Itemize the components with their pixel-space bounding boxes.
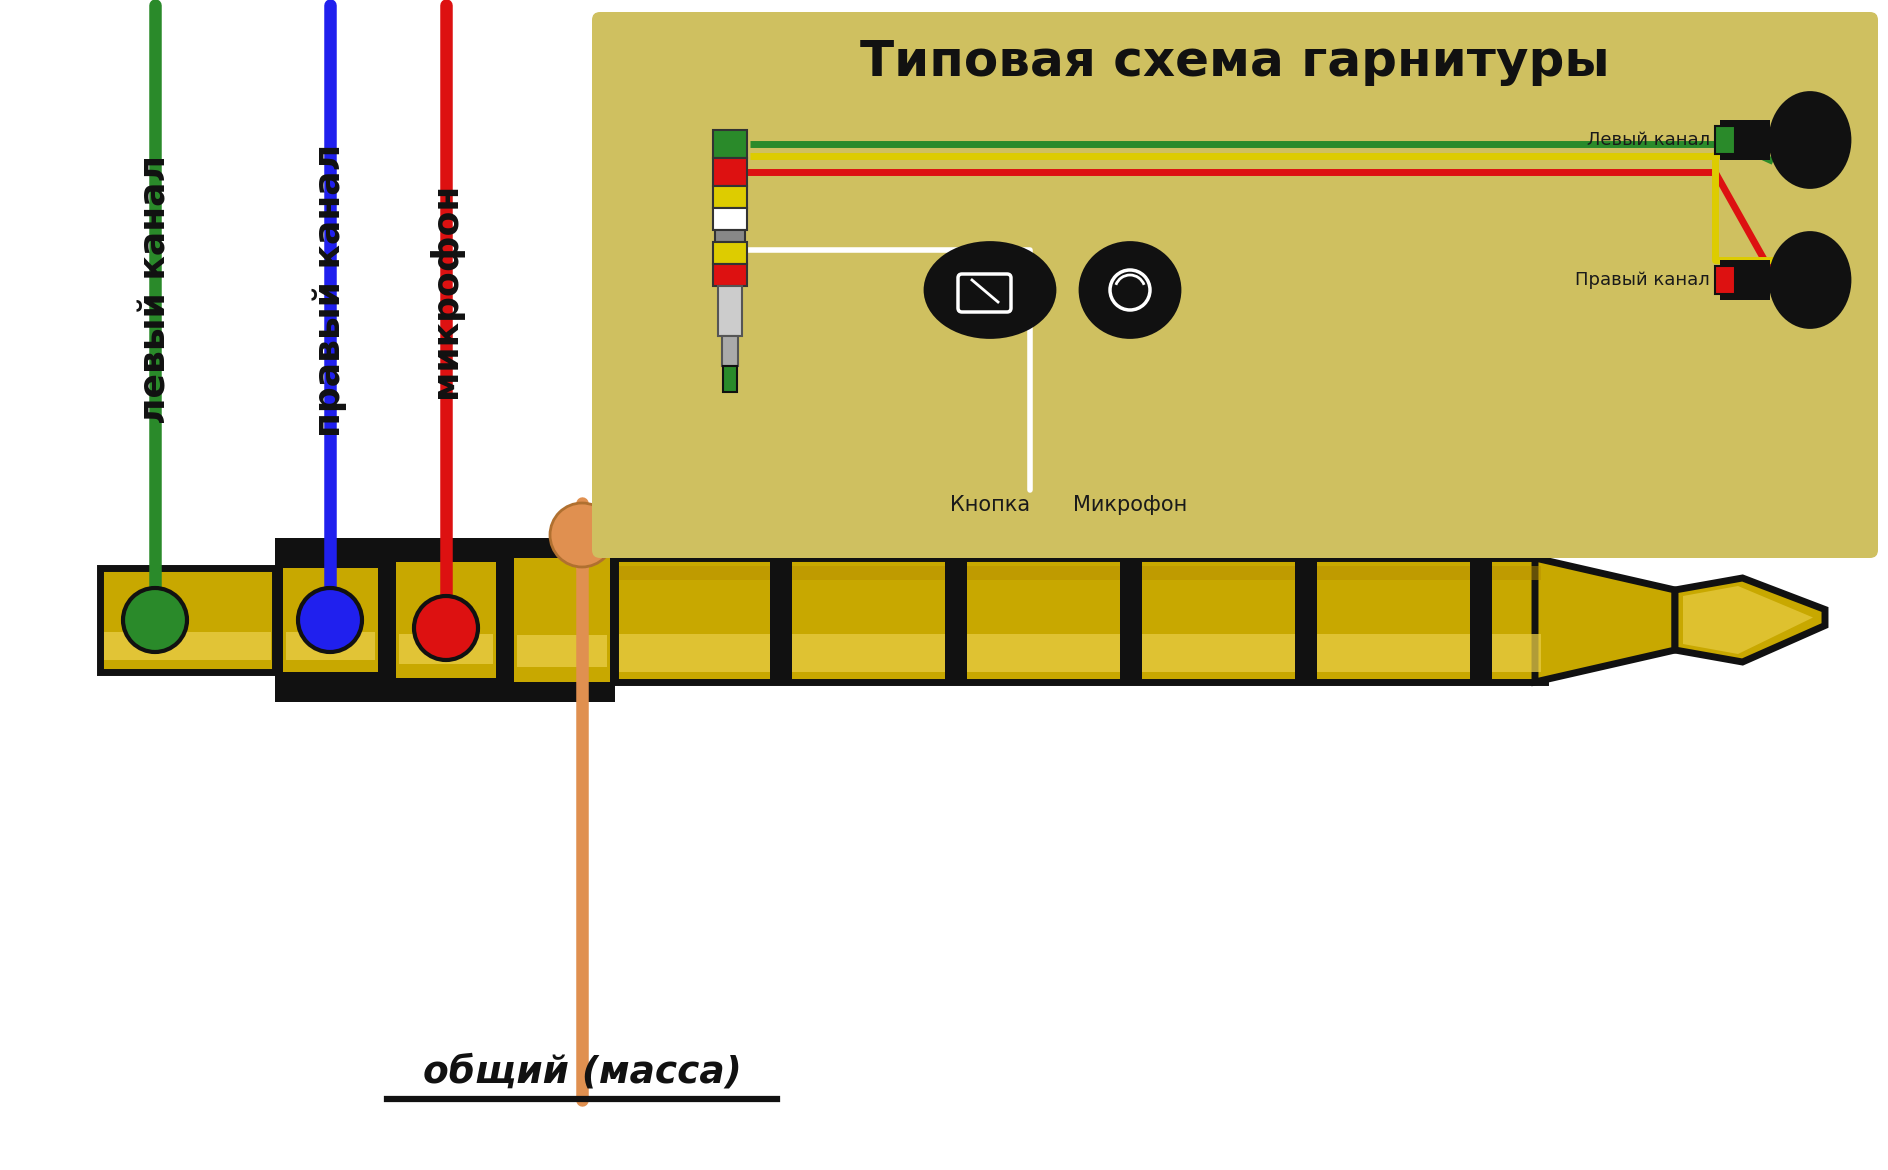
- Bar: [717, 285, 742, 336]
- Bar: [714, 158, 748, 186]
- Text: общий (масса): общий (масса): [423, 1055, 742, 1090]
- Bar: [721, 336, 738, 366]
- Bar: [517, 635, 608, 667]
- Bar: [714, 242, 748, 264]
- Bar: [398, 634, 493, 665]
- Text: Типовая схема гарнитуры: Типовая схема гарнитуры: [861, 37, 1610, 87]
- Bar: [946, 556, 967, 684]
- Bar: [1720, 121, 1771, 160]
- Text: микрофон: микрофон: [429, 183, 463, 398]
- Text: Левый канал: Левый канал: [1588, 131, 1711, 149]
- Polygon shape: [1682, 586, 1812, 654]
- Polygon shape: [1535, 558, 1675, 682]
- Bar: [1714, 126, 1735, 154]
- Ellipse shape: [1771, 92, 1850, 187]
- Bar: [723, 366, 736, 392]
- Bar: [514, 558, 610, 682]
- Bar: [714, 208, 748, 230]
- Bar: [104, 632, 272, 660]
- Text: правый канал: правый канал: [313, 144, 347, 436]
- Circle shape: [123, 589, 187, 652]
- Bar: [283, 567, 378, 672]
- Bar: [615, 558, 1544, 682]
- Bar: [714, 130, 748, 158]
- Bar: [714, 186, 748, 208]
- FancyBboxPatch shape: [593, 12, 1879, 558]
- Bar: [770, 556, 791, 684]
- Ellipse shape: [1771, 233, 1850, 328]
- Bar: [714, 264, 748, 285]
- Circle shape: [549, 503, 614, 567]
- Bar: [619, 634, 1541, 672]
- Bar: [1120, 556, 1142, 684]
- Circle shape: [298, 589, 362, 652]
- Text: Кнопка: Кнопка: [950, 495, 1031, 515]
- Text: Правый канал: Правый канал: [1575, 271, 1711, 289]
- Text: левый канал: левый канал: [138, 156, 172, 425]
- Polygon shape: [1675, 578, 1826, 662]
- Bar: [716, 230, 746, 242]
- Ellipse shape: [925, 242, 1055, 337]
- Bar: [276, 538, 615, 702]
- Bar: [619, 566, 1541, 580]
- Text: Микрофон: Микрофон: [1072, 495, 1188, 515]
- Bar: [285, 632, 376, 660]
- Bar: [100, 567, 276, 672]
- Bar: [1714, 266, 1735, 294]
- Bar: [1295, 556, 1318, 684]
- Circle shape: [413, 596, 478, 660]
- Bar: [396, 562, 497, 677]
- Bar: [1720, 260, 1771, 300]
- Ellipse shape: [1080, 242, 1180, 337]
- Bar: [1471, 556, 1492, 684]
